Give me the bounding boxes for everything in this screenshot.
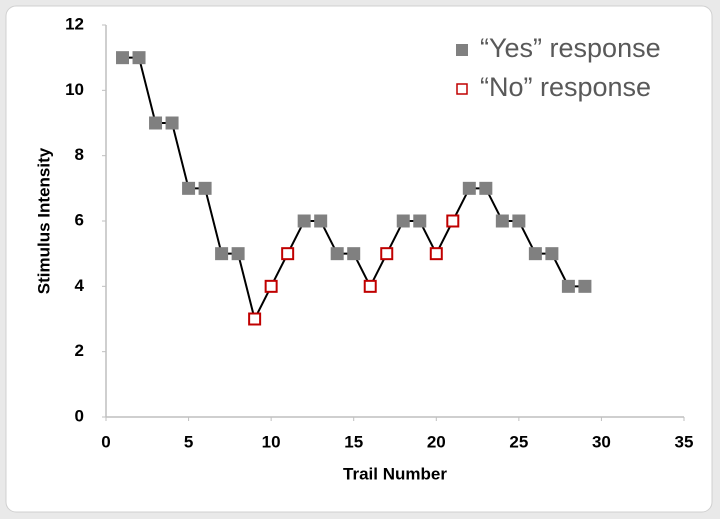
- y-tick-label: 2: [75, 341, 84, 360]
- marker: [429, 247, 443, 261]
- legend-marker: [456, 44, 468, 56]
- marker: [396, 214, 410, 228]
- marker: [149, 116, 163, 130]
- x-tick-label: 10: [262, 432, 281, 451]
- x-axis-title: Trail Number: [343, 464, 447, 483]
- marker: [578, 279, 592, 293]
- marker: [132, 51, 146, 65]
- marker: [528, 247, 542, 261]
- x-tick-label: 15: [344, 432, 363, 451]
- marker: [182, 181, 196, 195]
- x-tick-label: 35: [675, 432, 694, 451]
- marker: [380, 247, 394, 261]
- marker: [545, 247, 559, 261]
- marker: [330, 247, 344, 261]
- marker: [314, 214, 328, 228]
- y-tick-label: 6: [75, 210, 84, 229]
- marker: [231, 247, 245, 261]
- marker: [248, 312, 262, 326]
- y-tick-label: 4: [75, 276, 85, 295]
- y-tick-label: 8: [75, 145, 84, 164]
- marker: [363, 279, 377, 293]
- marker: [165, 116, 179, 130]
- y-tick-label: 12: [65, 14, 84, 33]
- marker: [264, 279, 278, 293]
- marker: [479, 181, 493, 195]
- marker: [413, 214, 427, 228]
- x-tick-label: 25: [509, 432, 528, 451]
- x-tick-label: 5: [184, 432, 193, 451]
- marker: [561, 279, 575, 293]
- marker: [495, 214, 509, 228]
- legend-label: “No” response: [480, 72, 651, 102]
- marker: [198, 181, 212, 195]
- x-tick-label: 30: [592, 432, 611, 451]
- x-tick-label: 20: [427, 432, 446, 451]
- marker: [281, 247, 295, 261]
- y-tick-label: 0: [75, 406, 84, 425]
- marker: [297, 214, 311, 228]
- y-axis-title: Stimulus Intensity: [34, 147, 53, 294]
- marker: [512, 214, 526, 228]
- marker: [462, 181, 476, 195]
- y-tick-label: 10: [65, 80, 84, 99]
- marker: [347, 247, 361, 261]
- x-tick-label: 0: [101, 432, 110, 451]
- marker: [116, 51, 130, 65]
- marker: [215, 247, 229, 261]
- marker: [446, 214, 460, 228]
- legend-marker: [456, 83, 468, 95]
- legend-label: “Yes” response: [480, 33, 661, 63]
